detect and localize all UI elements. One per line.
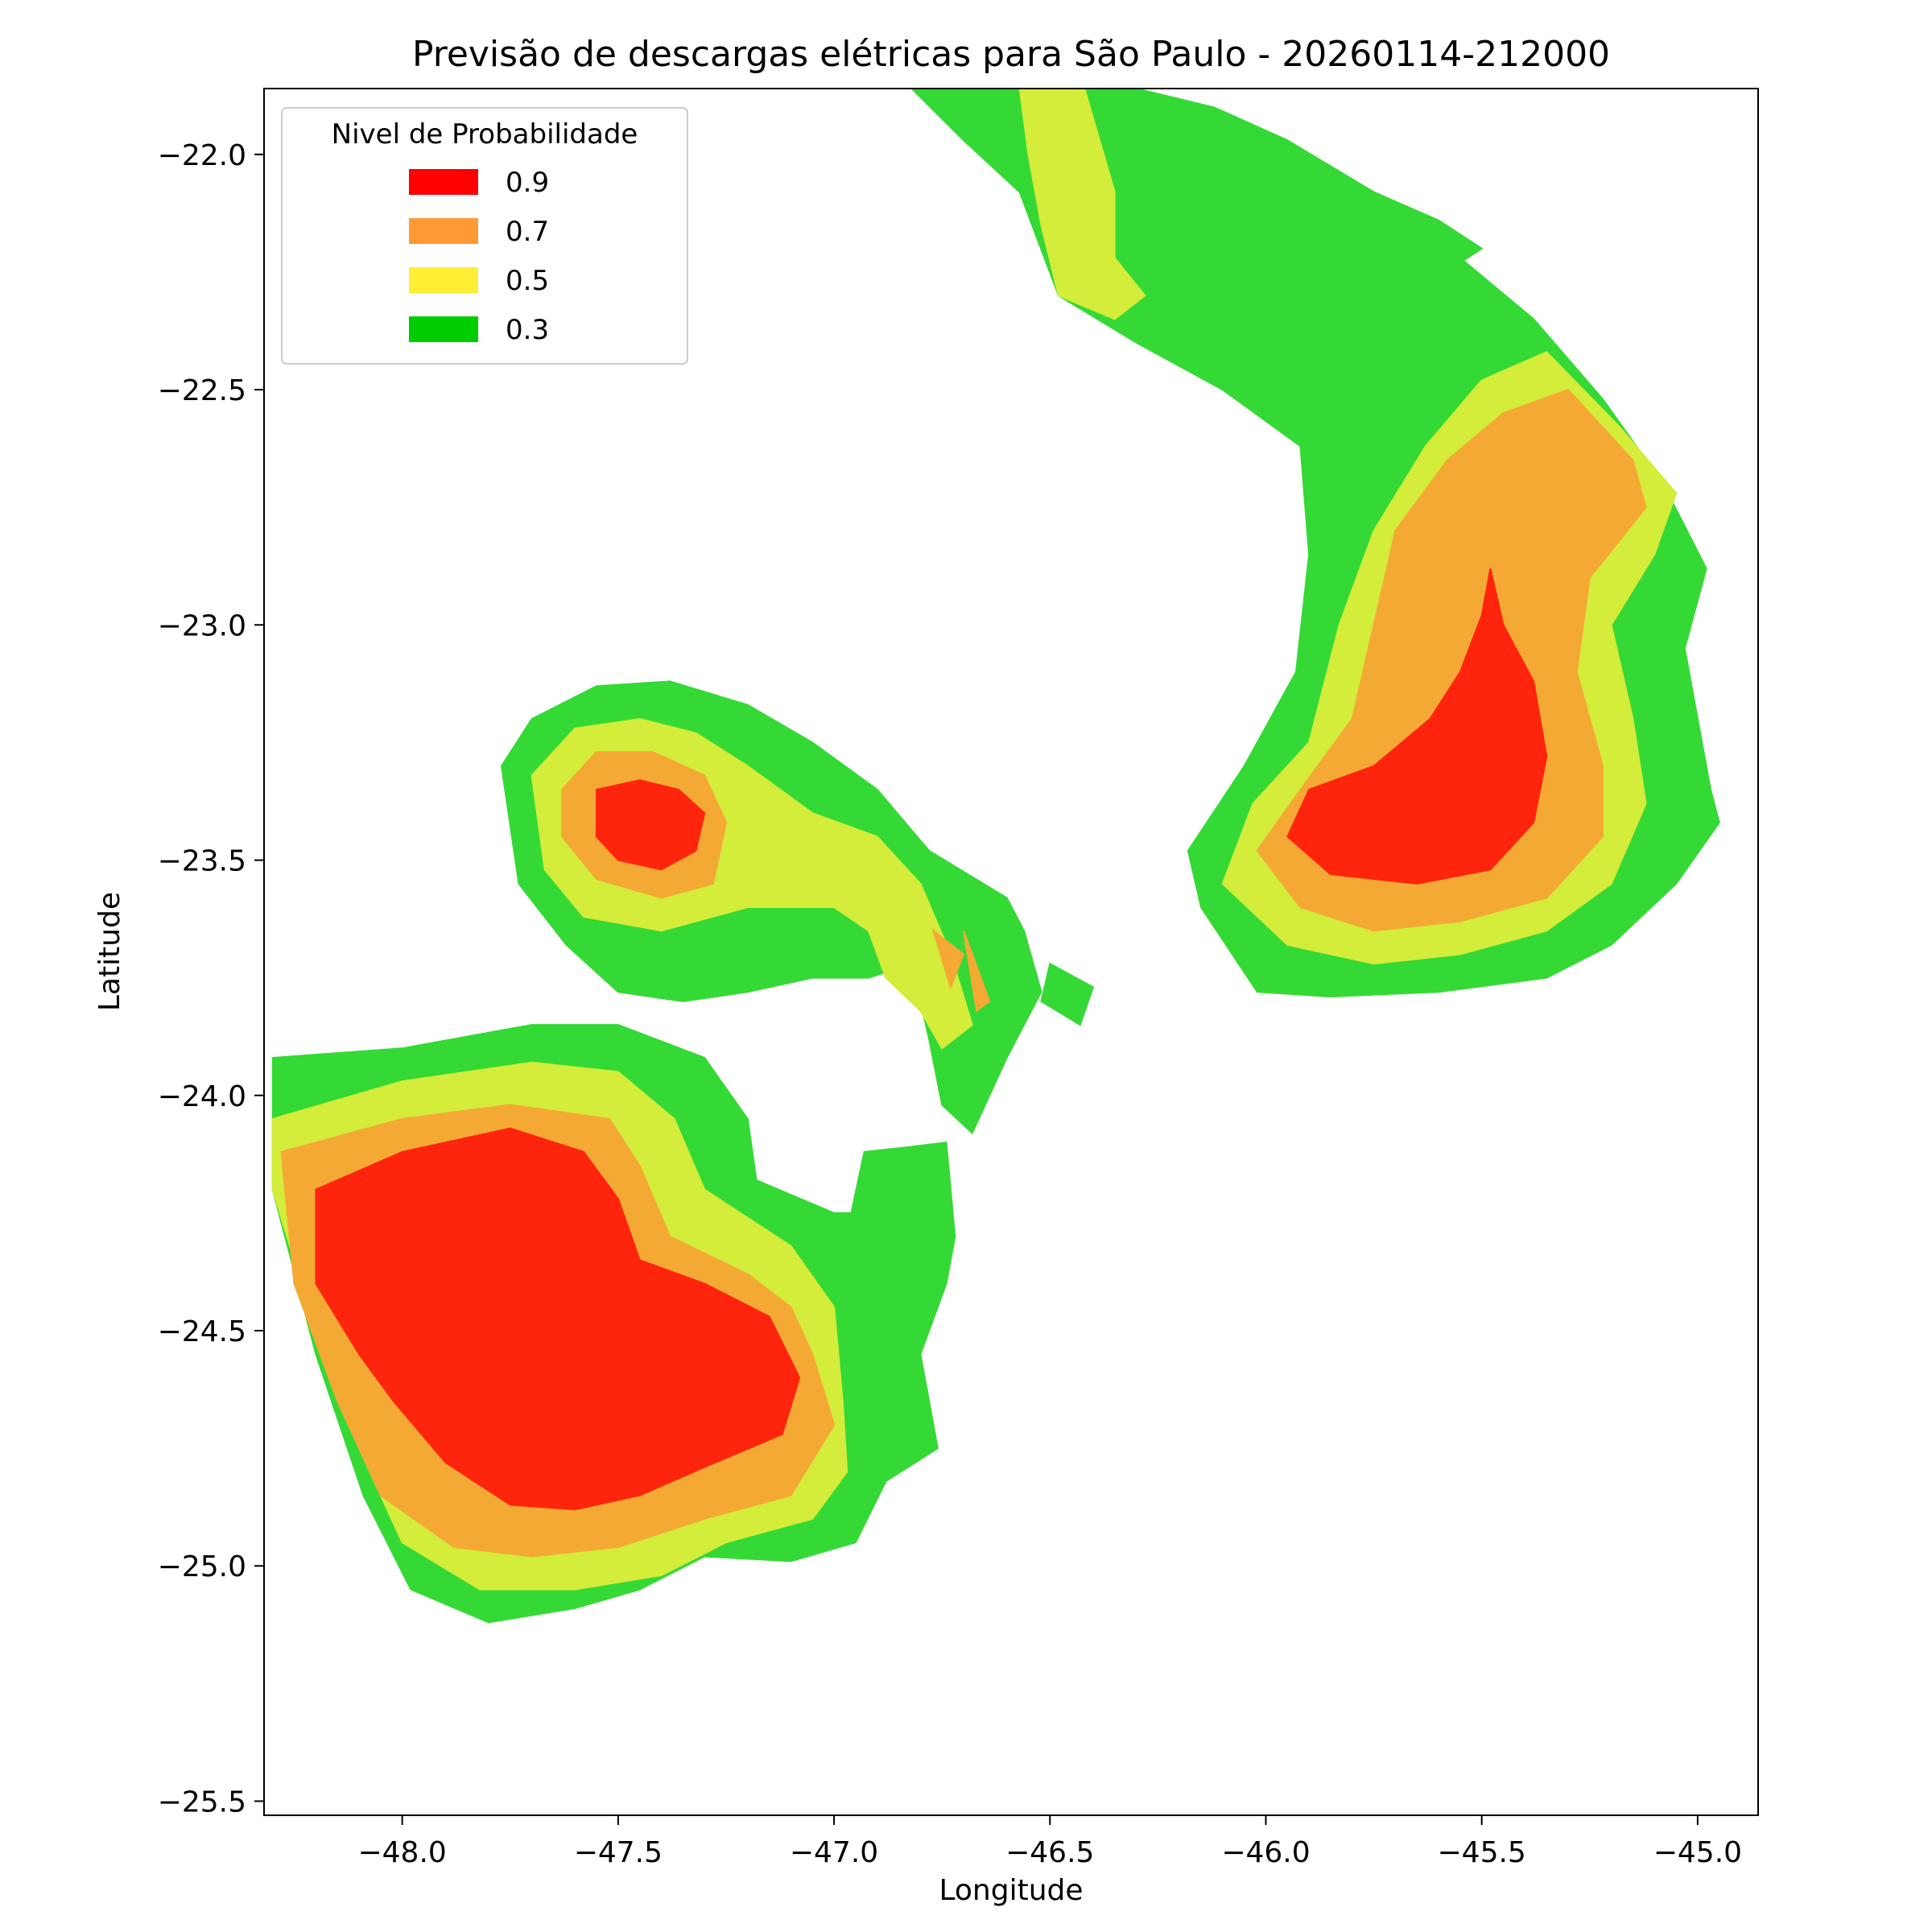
- region-northeast-cell-0_9: [1286, 568, 1548, 885]
- x-tick-label: −45.5: [1438, 1836, 1526, 1869]
- legend-entries: 0.9 0.7 0.5 0.3: [409, 167, 549, 346]
- region-central-cell-0_7: [931, 928, 965, 990]
- x-tick-label: −46.0: [1221, 1836, 1310, 1869]
- y-tick-label: −24.0: [158, 1080, 246, 1113]
- y-tick-label: −22.5: [158, 374, 246, 407]
- region-northeast-cell-0_3: [1243, 148, 1484, 278]
- y-tick-label: −25.5: [158, 1785, 246, 1818]
- region-central-cell-0_9: [596, 779, 706, 871]
- x-axis-title: Longitude: [939, 1874, 1083, 1907]
- region-southwest-cell-0_9: [315, 1127, 801, 1511]
- x-tick-label: −46.5: [1005, 1836, 1094, 1869]
- legend-label: 0.9: [506, 167, 549, 199]
- chart-title: Previsão de descargas elétricas para São…: [412, 34, 1610, 75]
- y-axis-ticks: −22.0 −22.5 −23.0 −23.5 −24.0 −24.5 −25.0 −25.5: [158, 139, 264, 1818]
- region-northeast-cell-0_5: [1018, 89, 1146, 320]
- y-tick-label: −24.5: [158, 1315, 246, 1348]
- y-tick-label: −23.0: [158, 609, 246, 642]
- plot-frame: [263, 88, 1759, 1816]
- region-central-cell-0_3: [1040, 962, 1095, 1026]
- legend-swatch: [409, 267, 478, 293]
- region-central-cell-0_7: [963, 930, 991, 1013]
- legend-label: 0.5: [506, 265, 549, 297]
- legend-label: 0.7: [506, 216, 549, 248]
- y-tick-label: −23.5: [158, 845, 246, 878]
- y-axis-title: Latitude: [93, 892, 126, 1011]
- legend-swatch: [409, 169, 478, 195]
- x-tick-label: −47.0: [790, 1836, 878, 1869]
- y-tick-label: −22.0: [158, 139, 246, 172]
- legend-title: Nivel de Probabilidade: [332, 118, 638, 151]
- x-tick-label: −48.0: [357, 1836, 446, 1869]
- legend-label: 0.3: [506, 314, 549, 346]
- x-tick-label: −45.0: [1653, 1836, 1742, 1869]
- x-axis-ticks: −48.0 −47.5 −47.0 −46.5 −46.0 −45.5 −45.0: [357, 1815, 1742, 1869]
- legend-swatch: [409, 316, 478, 342]
- legend: Nivel de Probabilidade 0.9 0.7 0.5 0.3: [281, 107, 688, 365]
- legend-box: [281, 107, 688, 365]
- x-tick-label: −47.5: [574, 1836, 663, 1869]
- contour-regions: [271, 89, 1720, 1624]
- y-tick-label: −25.0: [158, 1550, 246, 1583]
- legend-swatch: [409, 218, 478, 244]
